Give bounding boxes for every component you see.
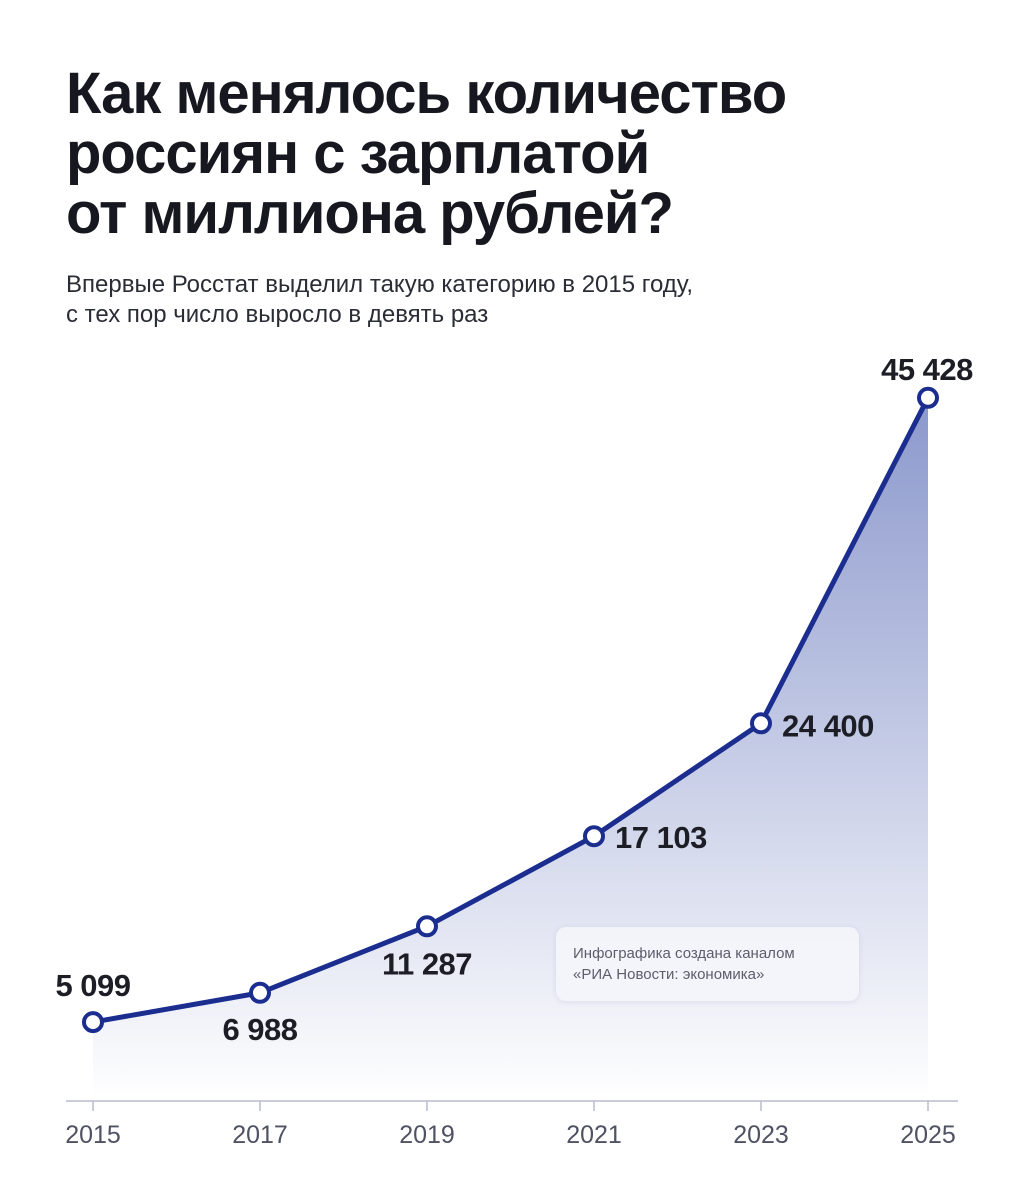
x-tick-label-2023: 2023 <box>733 1121 789 1149</box>
chart-title: Как менялось количество россиян с зарпла… <box>66 64 966 244</box>
data-point-2015 <box>82 1011 104 1034</box>
source-note-line-2: «РИА Новости: экономика» <box>573 966 765 983</box>
area-fill <box>93 397 928 1101</box>
chart-title-line-1: Как менялось количество <box>66 61 787 126</box>
data-point-2019 <box>416 915 438 938</box>
data-label-2025: 45 428 <box>881 352 973 387</box>
data-label-2019: 11 287 <box>382 946 472 981</box>
data-label-2017: 6 988 <box>222 1012 297 1047</box>
chart-subtitle: Впервые Росстат выделил такую категорию … <box>66 270 966 330</box>
data-point-2023 <box>750 712 772 735</box>
data-label-2021: 17 103 <box>615 820 707 855</box>
data-point-2021 <box>583 825 605 848</box>
x-tick-label-2015: 2015 <box>65 1121 121 1149</box>
chart-subtitle-line-1: Впервые Росстат выделил такую категорию … <box>66 271 694 298</box>
series-line <box>90 395 931 1025</box>
data-point-2025 <box>917 386 939 409</box>
source-note: Инфографика создана каналом «РИА Новости… <box>556 927 859 1001</box>
x-tick-label-2017: 2017 <box>232 1121 288 1149</box>
x-tick-label-2025: 2025 <box>900 1121 956 1149</box>
data-point-2017 <box>249 981 271 1004</box>
chart-subtitle-line-2: с тех пор число выросло в девять раз <box>66 301 489 328</box>
chart-title-line-3: от миллиона рублей? <box>66 181 674 246</box>
x-tick-label-2019: 2019 <box>399 1121 455 1149</box>
x-tick-label-2021: 2021 <box>566 1121 622 1149</box>
source-note-line-1: Инфографика создана каналом <box>573 945 795 962</box>
data-label-2023: 24 400 <box>782 708 874 743</box>
chart-title-line-2: россиян с зарплатой <box>66 121 650 186</box>
data-label-2015: 5 099 <box>55 968 130 1003</box>
